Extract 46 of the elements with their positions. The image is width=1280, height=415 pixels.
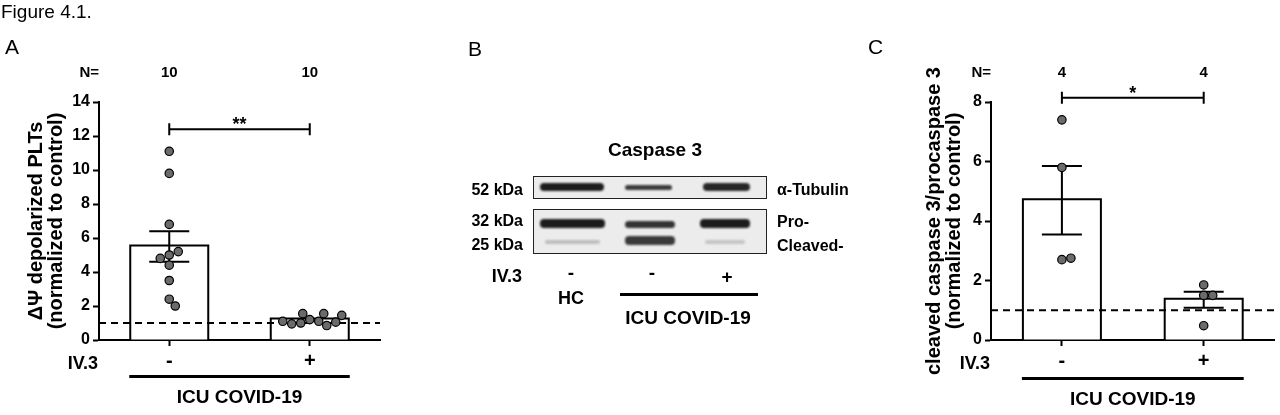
y-tick-label: 6 [81, 228, 91, 246]
x-axis-title: ICU COVID-19 [176, 385, 303, 407]
text: 4 [1199, 63, 1209, 81]
y-axis-title: ΔΨ depolarized PLTs (normalized to control) [23, 112, 66, 330]
x-tick-label: + [303, 348, 316, 371]
text: A [5, 34, 20, 58]
y-tick-label: 2 [973, 270, 983, 288]
text: Caspase 3 [607, 138, 703, 160]
chart-title: Figure 4.1. [1, 1, 92, 23]
text: + [721, 265, 733, 287]
text: 4 [1057, 63, 1067, 81]
text: N= [79, 63, 100, 81]
y-tick-label: 14 [72, 92, 91, 110]
y-tick-label: 12 [72, 126, 91, 144]
x-tick-label: - [165, 348, 173, 371]
y-tick-label: 8 [973, 92, 983, 110]
text: Cleaved- [777, 237, 844, 254]
annotation: * [1129, 82, 1137, 103]
x-tick-label: + [1197, 348, 1210, 371]
text: - [648, 261, 656, 283]
text: α-Tubulin [777, 181, 849, 198]
text: IV.3 [491, 266, 522, 286]
y-tick-label: 8 [81, 194, 91, 212]
text: 52 kDa [471, 181, 523, 198]
y-tick-label: 4 [973, 211, 983, 229]
text: 10 [301, 63, 319, 81]
annotation: ** [232, 114, 247, 135]
text: ICU COVID-19 [625, 306, 751, 328]
y-tick-label: 0 [973, 330, 983, 348]
x-axis-title: ICU COVID-19 [1069, 387, 1196, 409]
text: N= [971, 63, 992, 81]
text: HC [558, 288, 584, 308]
y-tick-label: 10 [72, 160, 91, 178]
text: 10 [160, 63, 178, 81]
text: B [468, 36, 483, 60]
text: 25 kDa [471, 236, 523, 253]
y-tick-label: 4 [81, 262, 91, 280]
y-tick-label: 6 [973, 151, 983, 169]
text: IV.3 [67, 352, 98, 373]
y-tick-label: 2 [81, 296, 91, 314]
y-tick-label: 0 [81, 330, 91, 348]
text: C [868, 34, 884, 58]
text: 32 kDa [471, 212, 523, 229]
text: - [567, 261, 575, 283]
text: Pro- [777, 213, 809, 230]
x-tick-label: - [1058, 348, 1066, 371]
